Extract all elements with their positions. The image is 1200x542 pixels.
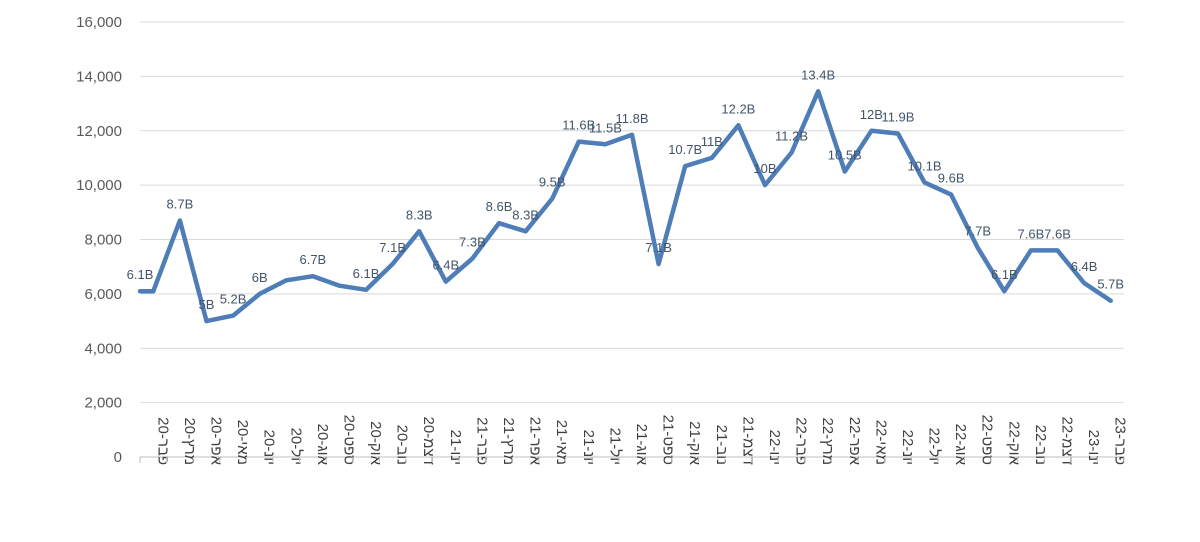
data-label: 7.1B — [379, 240, 406, 255]
data-label: 7.3B — [459, 235, 486, 250]
x-tick-label: נוב-22 — [1032, 425, 1049, 465]
data-label: 6B — [252, 270, 268, 285]
x-tick-label: מאי-20 — [234, 420, 251, 465]
data-label: 6.1B — [127, 267, 154, 282]
x-tick-label: מרץ-22 — [819, 417, 836, 465]
x-tick-label: אוק-21 — [686, 421, 703, 465]
x-tick-label: אוג-22 — [952, 424, 969, 466]
x-tick-label: נוב-20 — [394, 425, 411, 465]
data-label: 11.9B — [881, 109, 914, 124]
data-label: 11.5B — [589, 120, 622, 135]
x-tick-label: מאי-21 — [553, 420, 570, 465]
x-tick-label: ינו-22 — [766, 430, 783, 465]
data-label: 7.6B — [1018, 226, 1045, 241]
x-tick-label: ספט-22 — [979, 415, 996, 465]
data-label: 7.7B — [964, 224, 991, 239]
x-tick-label: דצמ-20 — [420, 417, 437, 465]
x-tick-label: יול-20 — [287, 428, 304, 465]
y-tick-label: 6,000 — [84, 286, 122, 303]
data-label: 6.7B — [299, 252, 326, 267]
data-label: 8.3B — [406, 207, 433, 222]
x-tick-label: יונ-22 — [899, 430, 916, 465]
data-label: 5.7B — [1097, 277, 1124, 292]
series-line-path — [137, 89, 1113, 324]
data-label: 10.5B — [828, 148, 862, 163]
y-axis-ticks: 0 2,000 4,000 6,000 8,000 10,000 12,000 14,000 1… — [76, 14, 122, 466]
data-label: 8.7B — [167, 196, 194, 211]
data-label: 6.4B — [1071, 259, 1098, 274]
data-label: 11.8B — [615, 111, 648, 126]
x-tick-label: ינו-21 — [447, 430, 464, 465]
data-label: 7.6B — [1044, 226, 1071, 241]
x-tick-label: ינו-23 — [1085, 430, 1102, 465]
x-tick-label: פבר-20 — [154, 417, 171, 465]
x-tick-label: אוג-21 — [633, 424, 650, 466]
y-tick-label: 2,000 — [84, 395, 122, 412]
x-tick-label: מרץ-21 — [500, 417, 517, 465]
x-tick-label: דצמ-21 — [739, 417, 756, 465]
data-label: 12B — [860, 107, 883, 122]
x-tick-label: יול-21 — [606, 428, 623, 465]
y-tick-label: 10,000 — [76, 177, 122, 194]
series-line — [137, 89, 1113, 324]
data-label: 6.1B — [353, 266, 380, 281]
data-label: 6.1B — [991, 267, 1018, 282]
data-label: 10B — [753, 161, 776, 176]
x-tick-label: אפר-21 — [527, 417, 544, 466]
y-tick-label: 14,000 — [76, 68, 122, 85]
data-label: 5.2B — [220, 292, 247, 307]
data-label: 10.1B — [908, 158, 942, 173]
x-tick-label: פבר-22 — [793, 417, 810, 465]
gridlines — [140, 21, 1124, 458]
data-label: 10.7B — [668, 142, 702, 157]
x-tick-label: אפר-22 — [846, 417, 863, 466]
data-label: 11.6B — [562, 118, 595, 133]
x-tick-label: פבר-23 — [1112, 417, 1129, 465]
x-axis-ticks: פבר-20 מרץ-20 אפר-20 מאי-20 יונ-20 יול-20 אוג-… — [139, 415, 1129, 466]
x-tick-label: ספט-21 — [660, 415, 677, 465]
x-tick-label: אפר-20 — [207, 417, 224, 466]
data-label: 8.6B — [486, 199, 513, 214]
x-tick-label: יונ-21 — [580, 430, 597, 465]
x-tick-label: יונ-20 — [261, 430, 278, 465]
y-tick-label: 16,000 — [76, 14, 122, 31]
data-label: 13.4B — [801, 67, 835, 82]
data-label: 8.3B — [512, 207, 539, 222]
x-tick-label: נוב-21 — [713, 425, 730, 465]
x-tick-label: ספט-20 — [340, 415, 357, 465]
x-tick-label: אוק-22 — [1005, 421, 1022, 465]
y-tick-label: 0 — [114, 449, 122, 466]
y-tick-label: 4,000 — [84, 340, 122, 357]
y-tick-label: 8,000 — [84, 232, 122, 249]
data-label: 7.1B — [645, 240, 672, 255]
x-tick-label: מאי-22 — [872, 420, 889, 465]
x-tick-label: אוג-20 — [314, 424, 331, 466]
data-label: 6.4B — [432, 258, 459, 273]
x-tick-label: פבר-21 — [473, 417, 490, 465]
data-label: 11B — [701, 134, 723, 149]
x-tick-label: מרץ-20 — [181, 417, 198, 465]
x-tick-label: יול-22 — [926, 428, 943, 465]
data-label: 9.6B — [938, 171, 965, 186]
y-tick-label: 12,000 — [76, 123, 122, 140]
x-tick-label: אוק-20 — [367, 421, 384, 465]
data-label: 11.2B — [775, 129, 808, 144]
data-label: 9.5B — [539, 175, 566, 190]
x-tick-label: דצמ-22 — [1059, 417, 1076, 465]
data-label: 12.2B — [721, 101, 755, 116]
data-label: 5B — [199, 297, 215, 312]
